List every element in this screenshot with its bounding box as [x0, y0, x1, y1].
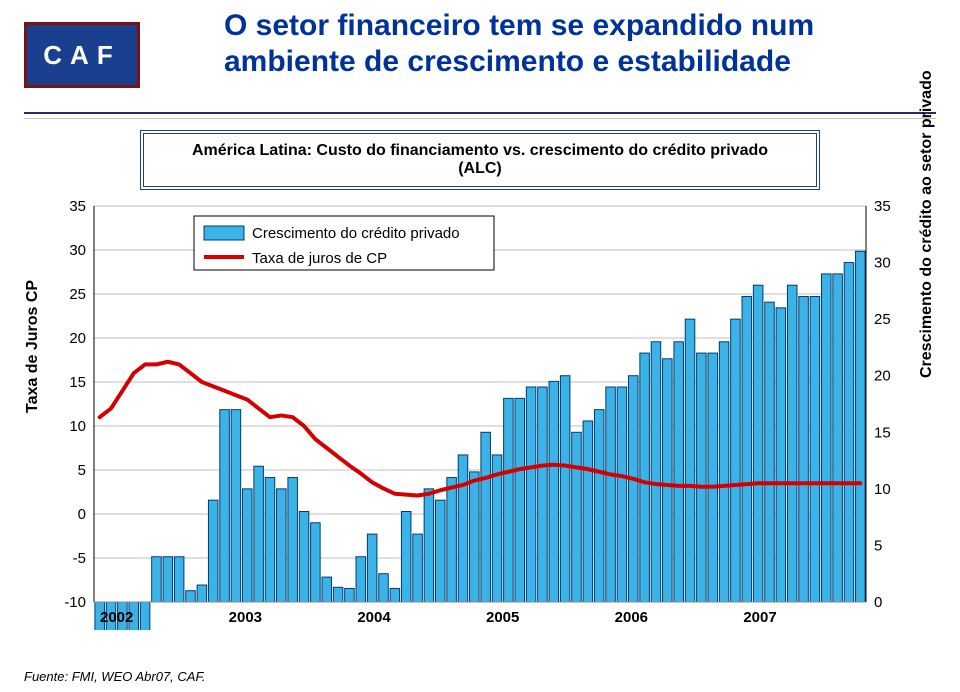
svg-text:35: 35 — [874, 200, 891, 215]
svg-text:20: 20 — [874, 368, 891, 385]
svg-text:2006: 2006 — [615, 609, 648, 626]
svg-text:30: 30 — [874, 255, 891, 272]
svg-text:25: 25 — [69, 286, 86, 303]
svg-text:0: 0 — [78, 506, 86, 523]
svg-text:Taxa de juros de CP: Taxa de juros de CP — [252, 250, 387, 267]
svg-text:2007: 2007 — [743, 609, 776, 626]
svg-text:-10: -10 — [64, 594, 86, 611]
header: CAF O setor financeiro tem se expandido … — [24, 8, 936, 104]
svg-text:0: 0 — [874, 594, 882, 611]
header-rule — [24, 112, 936, 119]
svg-text:5: 5 — [874, 537, 882, 554]
title-line2: ambiente de crescimento e estabilidade — [224, 45, 791, 78]
svg-text:25: 25 — [874, 311, 891, 328]
subtitle-text: América Latina: Custo do financiamento v… — [140, 130, 820, 190]
svg-text:15: 15 — [69, 374, 86, 391]
svg-text:Crescimento do crédito privado: Crescimento do crédito privado — [252, 225, 460, 242]
svg-text:2003: 2003 — [229, 609, 262, 626]
y-left-axis-label: Taxa de Juros CP — [24, 395, 42, 413]
svg-text:5: 5 — [78, 462, 86, 479]
brand-logo: CAF — [24, 22, 140, 88]
subtitle-box: América Latina: Custo do financiamento v… — [140, 130, 820, 178]
svg-text:10: 10 — [69, 418, 86, 435]
svg-text:10: 10 — [874, 481, 891, 498]
title-line1: O setor financeiro tem se expandido num — [224, 9, 814, 42]
svg-text:30: 30 — [69, 242, 86, 259]
svg-text:20: 20 — [69, 330, 86, 347]
y-right-axis-label: Crescimento do crédito ao setor privado — [918, 360, 936, 378]
chart-svg: -10 -5 0 5 10 15 20 25 30 35 0 5 10 15 20 25 30 35 2002 200… — [24, 200, 936, 630]
source-footer: Fuente: FMI, WEO Abr07, CAF. — [24, 669, 205, 684]
svg-text:-5: -5 — [73, 550, 86, 567]
svg-text:2004: 2004 — [357, 609, 391, 626]
svg-text:2005: 2005 — [486, 609, 519, 626]
chart: Taxa de Juros CP Crescimento do crédito … — [24, 200, 936, 630]
page-title: O setor financeiro tem se expandido num … — [224, 8, 936, 80]
brand-logo-text: CAF — [27, 25, 137, 85]
svg-text:2002: 2002 — [100, 609, 133, 626]
svg-text:35: 35 — [69, 200, 86, 215]
svg-text:15: 15 — [874, 424, 891, 441]
